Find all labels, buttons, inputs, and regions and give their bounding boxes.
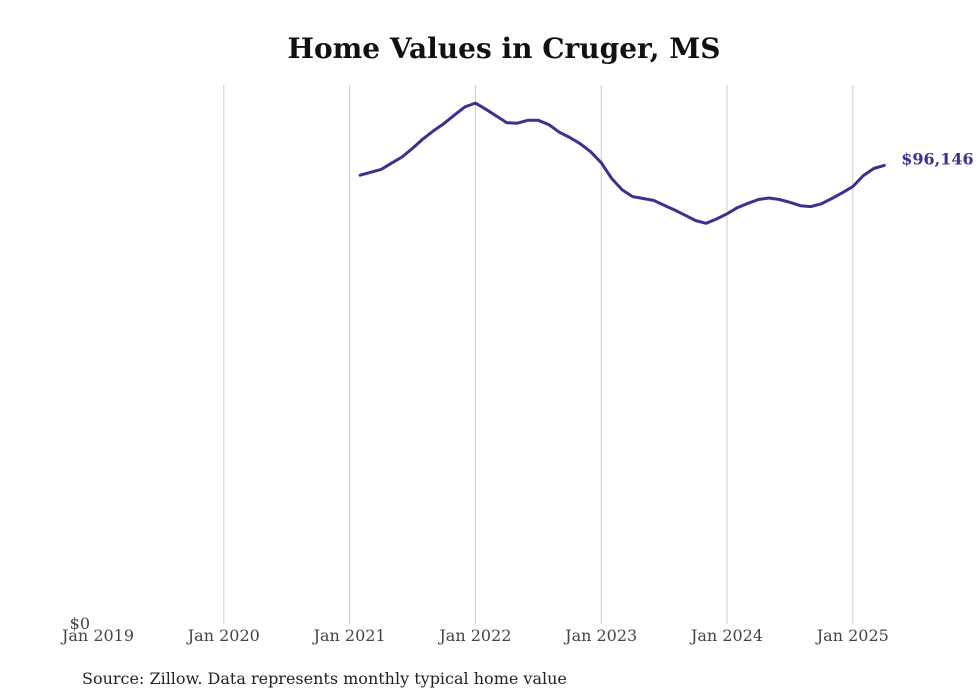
series-line [358, 101, 886, 225]
chart-title: Home Values in Cruger, MS [288, 32, 721, 65]
x-tick-label: Jan 2019 [60, 626, 134, 645]
end-labels: $96,146 [901, 149, 973, 168]
x-tick-label: Jan 2022 [437, 626, 511, 645]
series-lines [358, 101, 886, 225]
x-tick-label: Jan 2023 [563, 626, 637, 645]
y-tick-label: $0 [70, 614, 90, 633]
x-tick-label: Jan 2020 [186, 626, 260, 645]
x-tick-label: Jan 2025 [815, 626, 889, 645]
x-tick-label: Jan 2024 [689, 626, 763, 645]
source-note: Source: Zillow. Data represents monthly … [82, 669, 567, 688]
x-tick-label: Jan 2021 [312, 626, 386, 645]
end-value-label: $96,146 [901, 149, 973, 168]
y-axis: $0 [70, 614, 90, 633]
gridlines [223, 85, 854, 624]
x-axis: Jan 2019 Jan 2020 Jan 2021 Jan 2022 Jan 2023… [60, 626, 889, 645]
